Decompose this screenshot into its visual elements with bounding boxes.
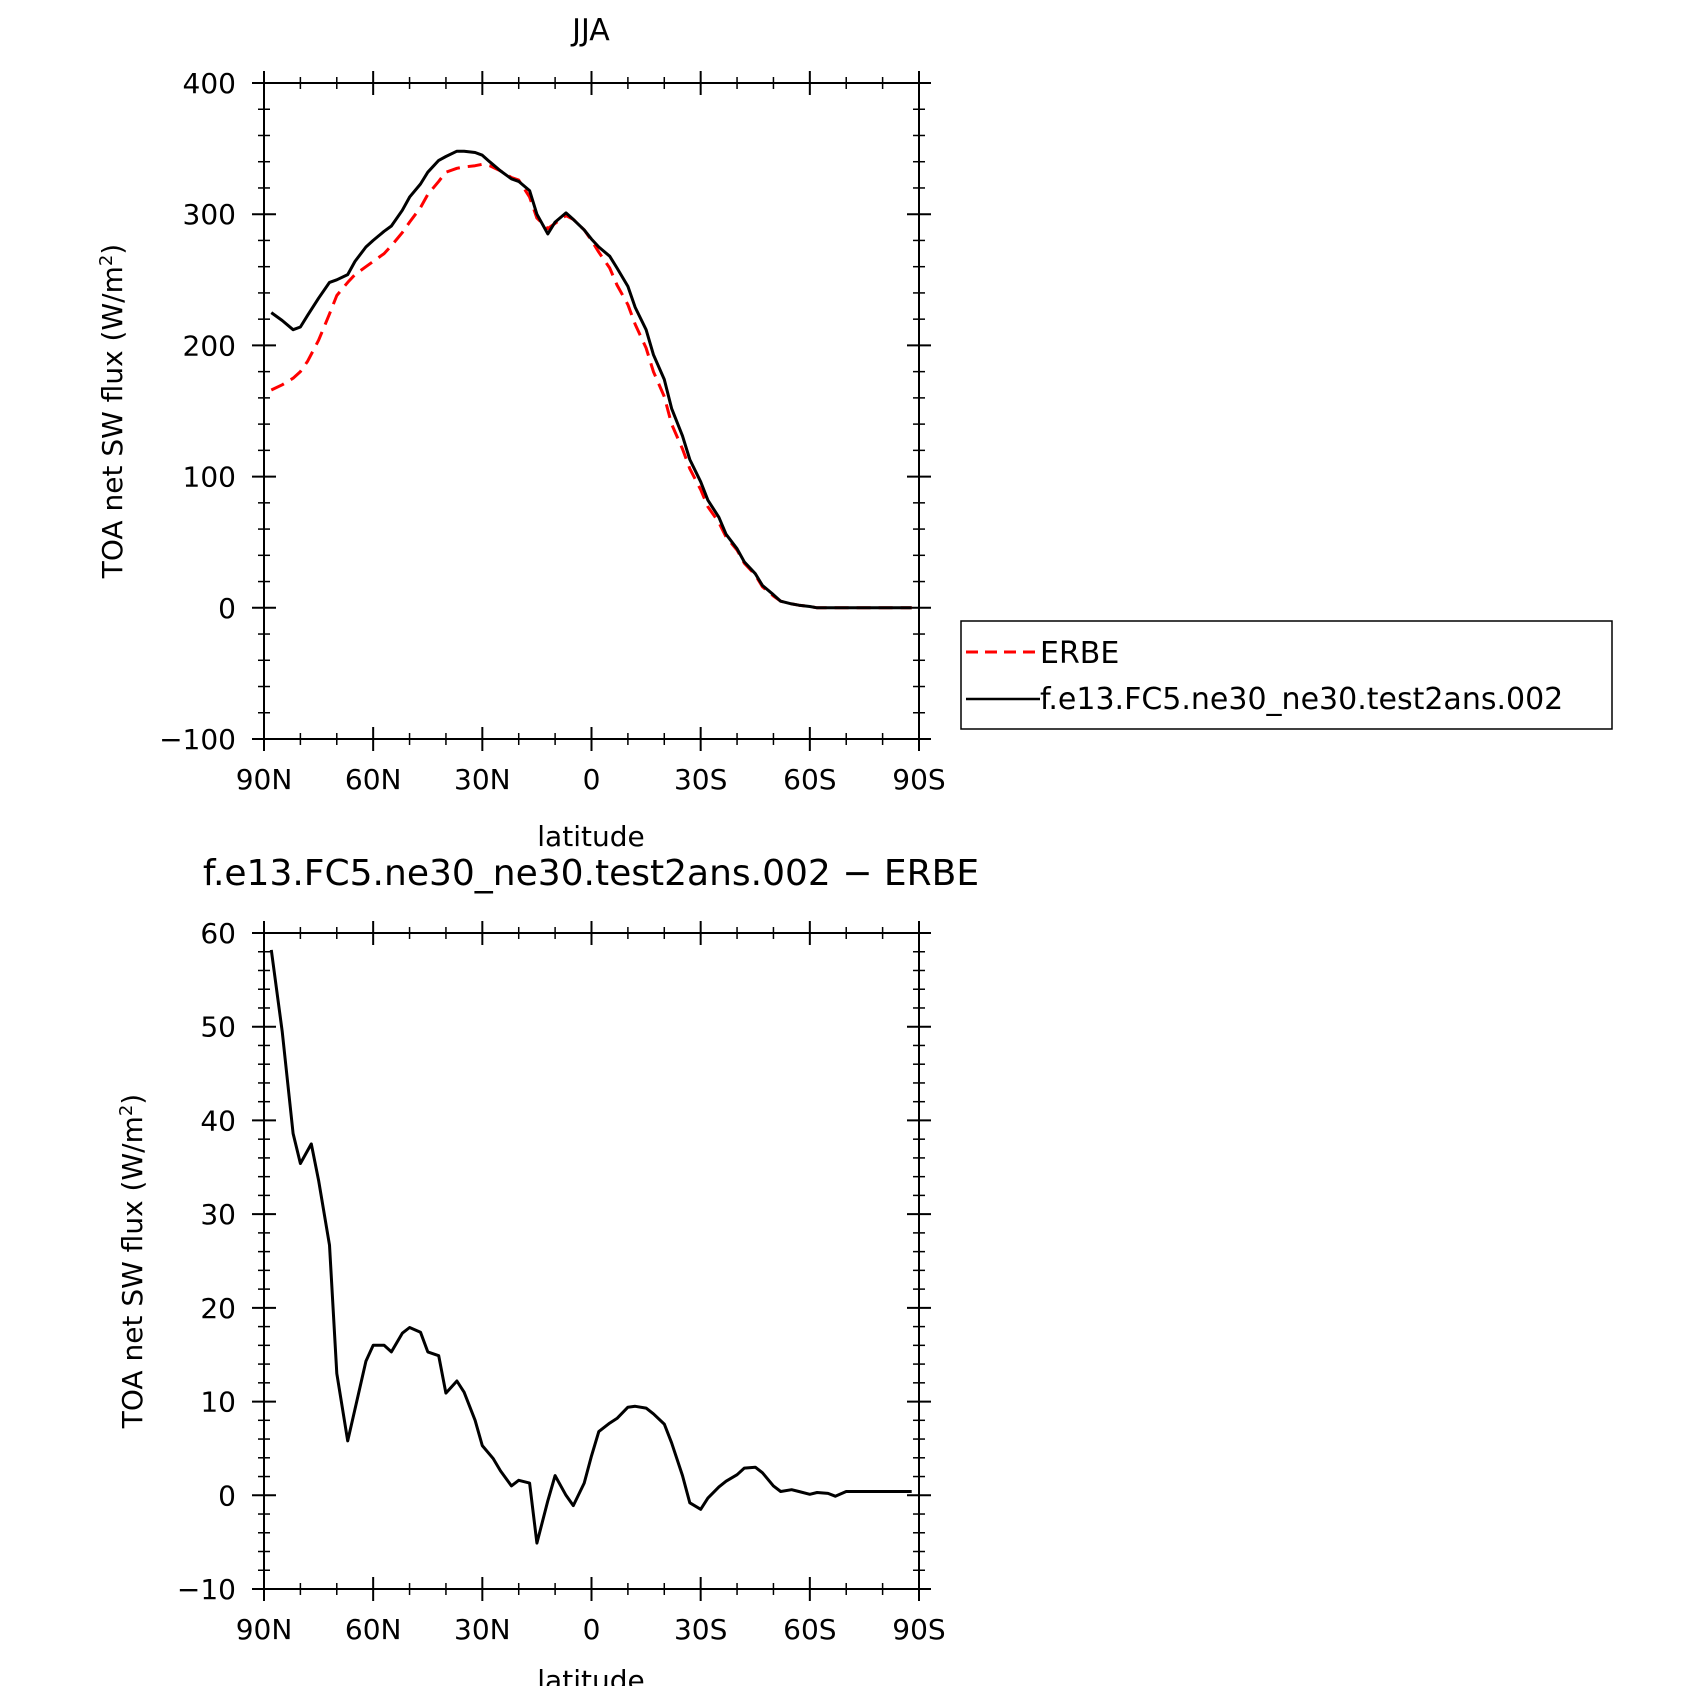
x-tick-label: 90N — [236, 1613, 293, 1646]
x-ticks: 90N 60N 30N 0 30S 60S 90S — [236, 921, 946, 1646]
y-axis-label: TOA net SW flux (W/m2) — [96, 244, 129, 579]
y-tick-label: 0 — [218, 592, 236, 625]
y-tick-label: −10 — [177, 1573, 236, 1606]
series-layer — [270, 149, 912, 610]
x-tick-label: 90S — [892, 763, 945, 796]
y-tick-label: 20 — [200, 1292, 236, 1325]
plot-frame — [263, 82, 920, 740]
series-line-difference — [269, 949, 912, 1545]
x-tick-label: 30S — [674, 1613, 727, 1646]
y-tick-label: 10 — [200, 1386, 236, 1419]
x-tick-label: 30N — [454, 763, 511, 796]
y-tick-label: 50 — [200, 1011, 236, 1044]
y-tick-label: 200 — [183, 329, 236, 362]
chart-title: f.e13.FC5.ne30_ne30.test2ans.002 − ERBE — [203, 853, 979, 894]
y-tick-label: 60 — [200, 917, 236, 950]
series-line-erbe — [270, 162, 912, 610]
x-ticks: 90N 60N 30N 0 30S 60S 90S — [236, 71, 946, 796]
x-tick-label: 90N — [236, 763, 293, 796]
bottom-chart: f.e13.FC5.ne30_ne30.test2ans.002 − ERBE … — [116, 853, 979, 1686]
y-tick-label: 0 — [218, 1479, 236, 1512]
y-tick-label: 100 — [183, 461, 236, 494]
legend-label-erbe: ERBE — [1040, 636, 1119, 671]
y-tick-label: −100 — [159, 723, 236, 756]
x-axis-label: latitude — [537, 820, 644, 853]
x-tick-label: 30N — [454, 1613, 511, 1646]
series-layer — [269, 949, 912, 1545]
series-line-model — [270, 149, 912, 610]
legend-box — [960, 620, 1613, 730]
x-tick-label: 0 — [583, 763, 601, 796]
legend-label-model: f.e13.FC5.ne30_ne30.test2ans.002 — [1040, 682, 1563, 717]
x-tick-label: 60S — [783, 763, 836, 796]
y-tick-label: 400 — [183, 67, 236, 100]
x-tick-label: 60N — [345, 1613, 402, 1646]
legend: ERBE f.e13.FC5.ne30_ne30.test2ans.002 — [960, 620, 1613, 730]
y-ticks: −100 0 100 200 300 400 — [159, 67, 931, 756]
y-ticks: −10 0 10 20 30 40 50 60 — [177, 917, 931, 1606]
x-tick-label: 30S — [674, 763, 727, 796]
x-axis-label: latitude — [537, 1664, 644, 1686]
y-axis-label: TOA net SW flux (W/m2) — [116, 1094, 149, 1429]
y-tick-label: 30 — [200, 1198, 236, 1231]
y-tick-label: 300 — [183, 198, 236, 231]
x-tick-label: 0 — [583, 1613, 601, 1646]
x-tick-label: 60S — [783, 1613, 836, 1646]
plot-frame — [263, 932, 920, 1590]
chart-title: JJA — [570, 13, 610, 48]
y-tick-label: 40 — [200, 1104, 236, 1137]
x-tick-label: 90S — [892, 1613, 945, 1646]
x-tick-label: 60N — [345, 763, 402, 796]
